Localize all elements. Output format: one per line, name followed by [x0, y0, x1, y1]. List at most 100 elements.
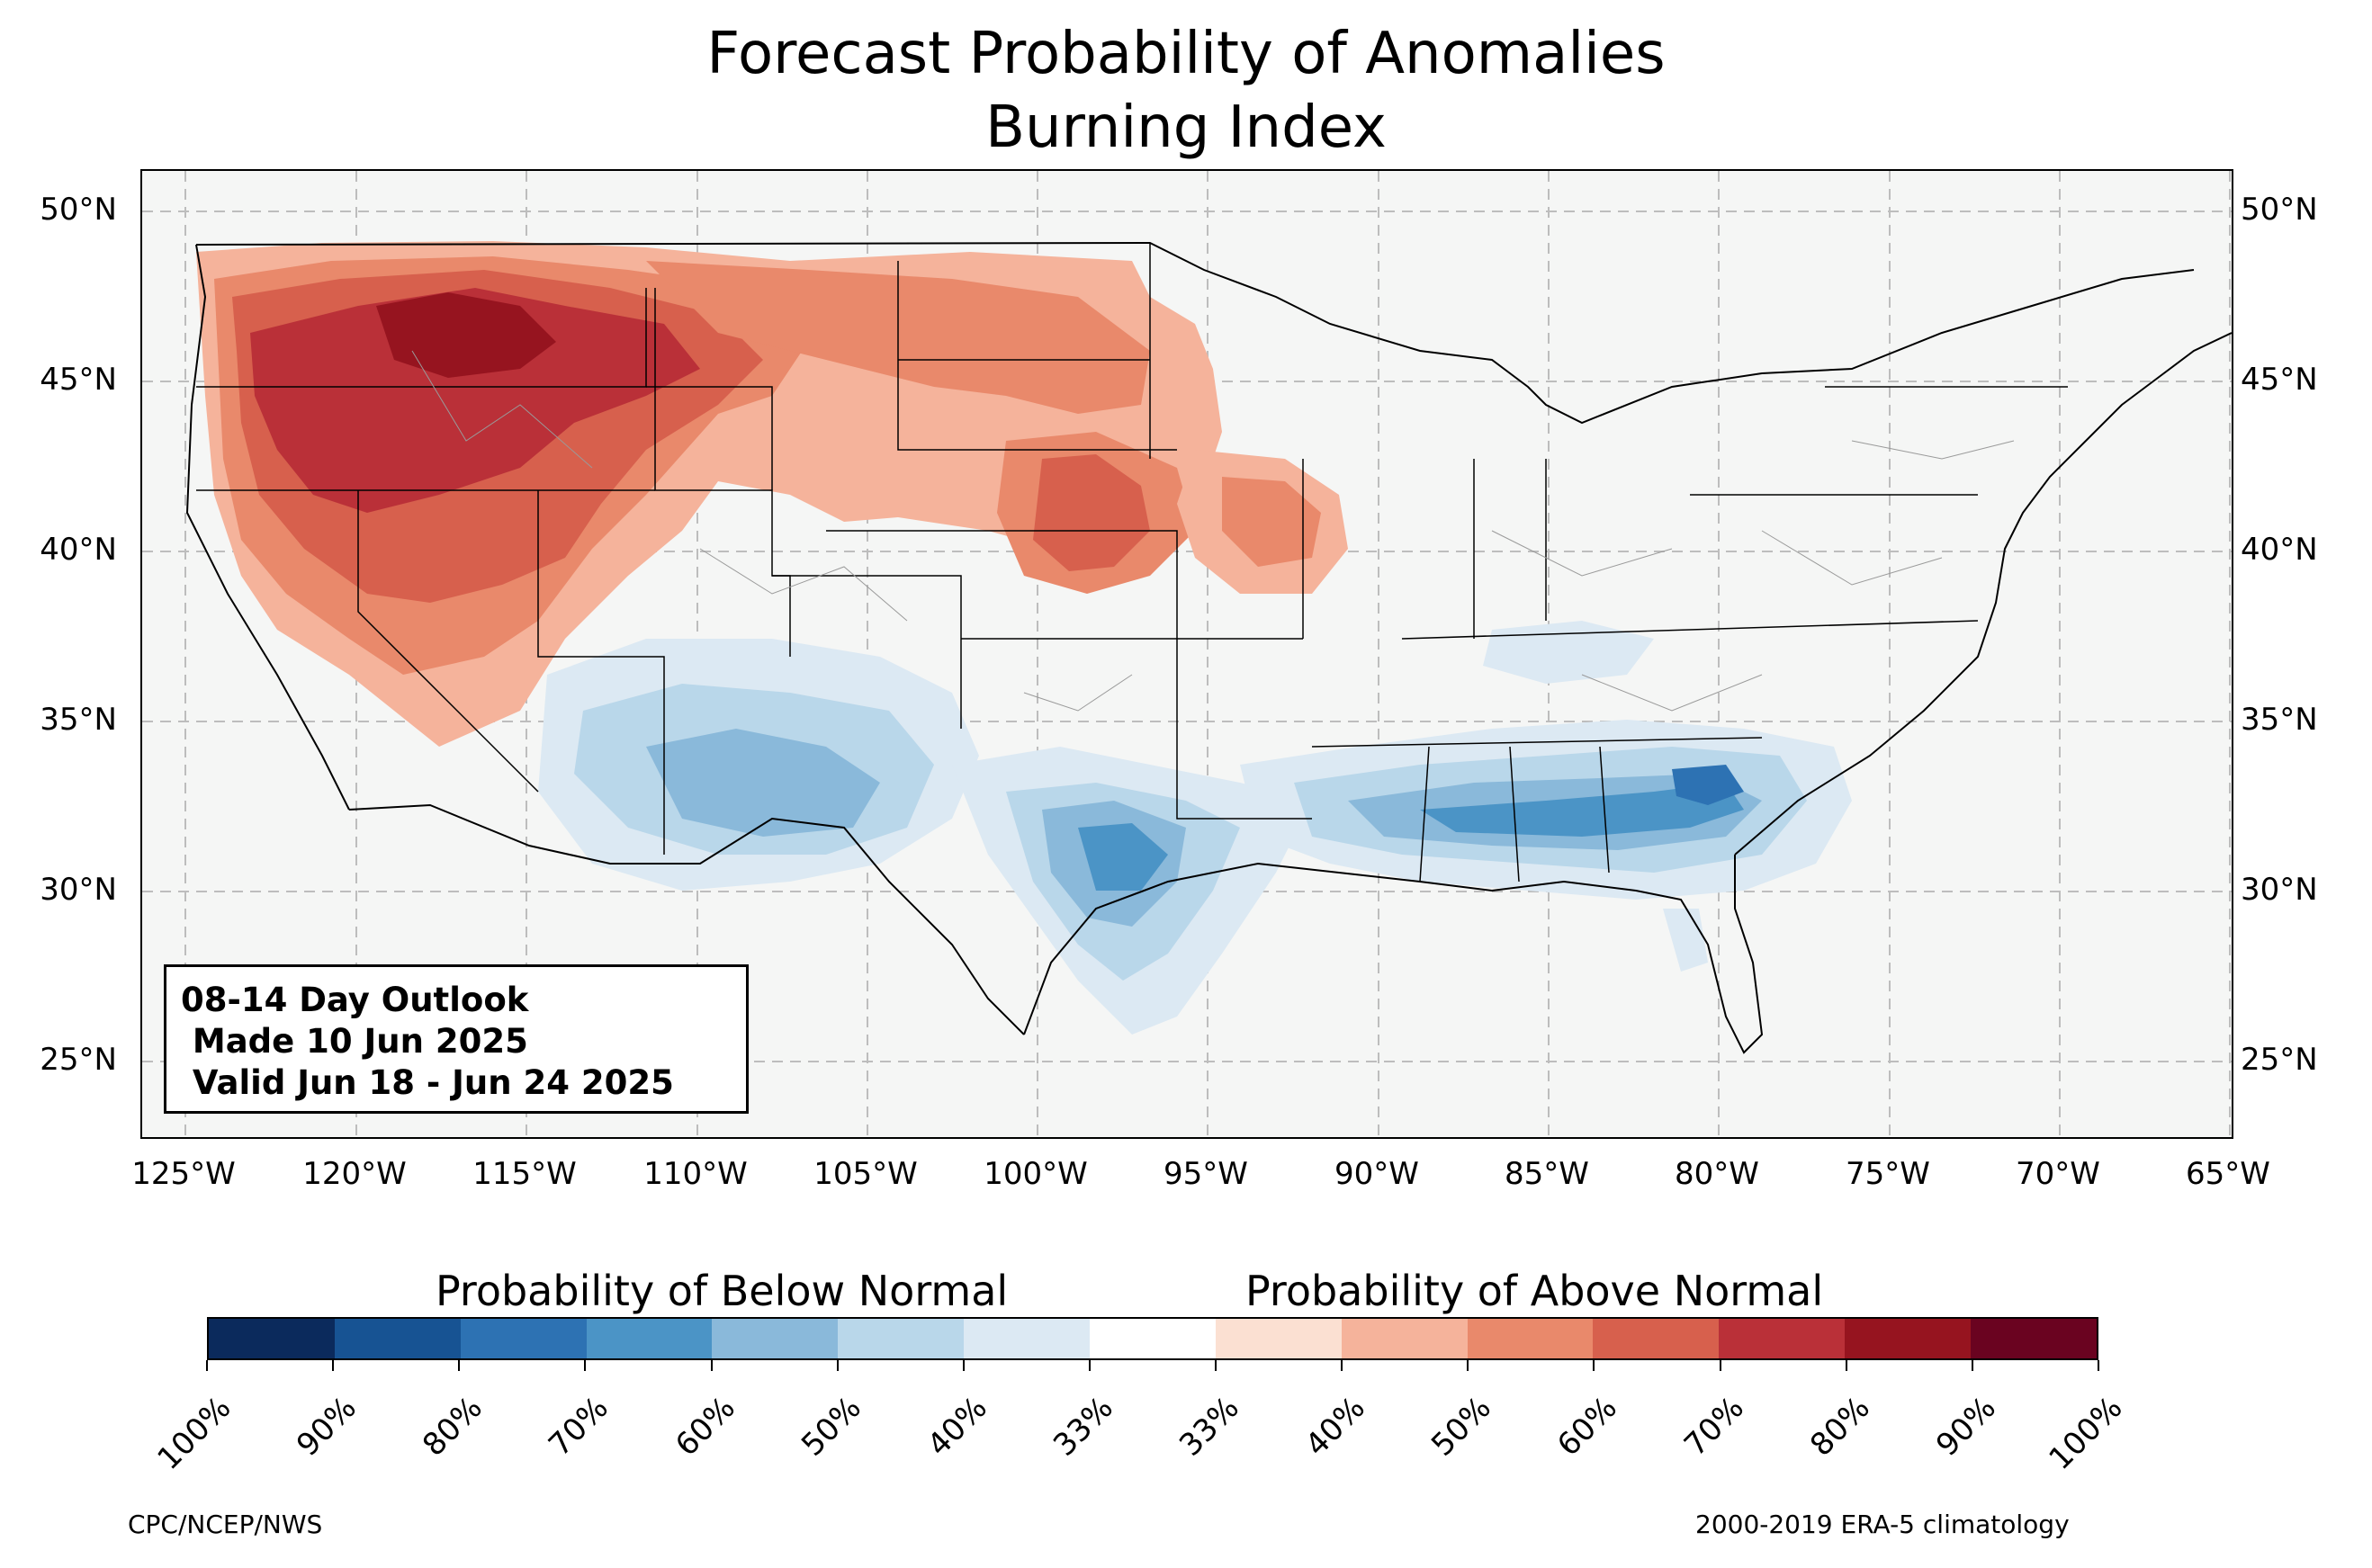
georgia-below-80 — [1672, 765, 1744, 805]
colorbar-tick — [1088, 1360, 1091, 1371]
lat-label-left: 50°N — [40, 192, 117, 228]
colorbar-tick — [1341, 1360, 1343, 1371]
colorbar-tick-label: 40% — [1298, 1390, 1373, 1464]
lon-label: 70°W — [2016, 1156, 2100, 1192]
lon-label: 80°W — [1675, 1156, 1759, 1192]
colorbar-tick-label: 40% — [920, 1390, 994, 1464]
lat-label-right: 45°N — [2241, 362, 2318, 398]
lon-label: 90°W — [1334, 1156, 1419, 1192]
colorbar-tick-label: 50% — [794, 1390, 868, 1464]
colorbar-tick-label: 80% — [416, 1390, 490, 1464]
colorbar-tick — [710, 1360, 713, 1371]
lat-label-right: 40°N — [2241, 532, 2318, 568]
colorbar-tick — [836, 1360, 839, 1371]
us-canada-border — [195, 241, 2195, 425]
colorbar-tick-label: 60% — [1550, 1390, 1625, 1464]
colorbar-segment — [334, 1319, 461, 1358]
lon-label: 110°W — [643, 1156, 748, 1192]
kentucky-below-40 — [1483, 621, 1654, 684]
outlook-period: 08-14 Day Outlook — [181, 981, 529, 1019]
colorbar-segment — [1593, 1319, 1720, 1358]
chart-title: Forecast Probability of Anomalies — [706, 21, 1666, 87]
florida-below-40 — [1663, 909, 1708, 972]
lat-label-left: 45°N — [40, 362, 117, 398]
state-borders — [196, 243, 2068, 883]
colorbar-tick — [584, 1360, 587, 1371]
lat-label-left: 35°N — [40, 702, 117, 738]
colorbar-tick — [206, 1360, 208, 1371]
lon-label: 75°W — [1846, 1156, 1930, 1192]
forecast-map — [140, 169, 2233, 1139]
lat-label-right: 30°N — [2241, 872, 2318, 908]
lon-label: 120°W — [302, 1156, 407, 1192]
below-normal-label: Probability of Below Normal — [436, 1267, 1009, 1315]
lon-label: 65°W — [2186, 1156, 2270, 1192]
outlook-valid-range: Valid Jun 18 - Jun 24 2025 — [181, 1063, 674, 1102]
pacific-ocean — [142, 171, 439, 1137]
texas-below-70 — [1078, 823, 1168, 891]
colorbar-tick-label: 90% — [290, 1390, 364, 1464]
lon-label: 95°W — [1164, 1156, 1248, 1192]
colorbar-segment — [1090, 1319, 1216, 1358]
colorbar-segment — [964, 1319, 1091, 1358]
outlook-info-box: 08-14 Day Outlook Made 10 Jun 2025 Valid… — [164, 964, 749, 1114]
credit-right: 2000-2019 ERA-5 climatology — [1695, 1510, 2070, 1539]
map-canvas — [142, 171, 2232, 1137]
colorbar-segment — [1719, 1319, 1846, 1358]
west-interior-above-90 — [376, 292, 556, 378]
colorbar-segment — [712, 1319, 839, 1358]
colorbar-segment — [1845, 1319, 1972, 1358]
chart-subtitle: Burning Index — [985, 94, 1387, 161]
colorbar-segment — [1341, 1319, 1468, 1358]
colorbar-tick — [332, 1360, 335, 1371]
colorbar-tick — [1593, 1360, 1595, 1371]
us-mexico-border — [348, 803, 1025, 1035]
colorbar-tick-label: 70% — [1676, 1390, 1751, 1464]
west-interior-above-80 — [250, 288, 700, 513]
lat-label-left: 25°N — [40, 1042, 117, 1078]
boundaries — [185, 241, 2232, 1054]
gulf-se-below-70 — [1420, 783, 1744, 837]
colorbar-tick-label: 33% — [1047, 1390, 1120, 1464]
credit-left: CPC/NCEP/NWS — [128, 1510, 323, 1539]
lat-label-left: 40°N — [40, 532, 117, 568]
colorbar-segment — [1467, 1319, 1594, 1358]
lat-label-left: 30°N — [40, 872, 117, 908]
lon-label: 100°W — [984, 1156, 1088, 1192]
southwest-below-60 — [646, 729, 880, 837]
above-normal-shading — [196, 241, 1348, 747]
gulf-coast — [1023, 855, 1764, 1054]
colorbar-tick — [1971, 1360, 1973, 1371]
lat-label-right: 25°N — [2241, 1042, 2318, 1078]
colorbar-tick — [1845, 1360, 1847, 1371]
colorbar-tick-label: 100% — [2042, 1390, 2130, 1478]
county-lines — [411, 350, 2015, 712]
lon-label: 105°W — [813, 1156, 918, 1192]
colorbar-tick — [1215, 1360, 1217, 1371]
lon-label: 125°W — [131, 1156, 236, 1192]
colorbar-tick — [458, 1360, 461, 1371]
colorbar-tick-label: 100% — [150, 1390, 238, 1478]
west-coast — [185, 244, 350, 811]
colorbar-segment — [1971, 1319, 2097, 1358]
lon-label: 115°W — [472, 1156, 577, 1192]
colorbar-segment — [838, 1319, 965, 1358]
colorbar-segment — [1215, 1319, 1342, 1358]
colorbar-segment — [586, 1319, 713, 1358]
outlook-made-date: Made 10 Jun 2025 — [181, 1022, 528, 1061]
colorbar-tick-label: 70% — [542, 1390, 616, 1464]
central-plains-above-70 — [1033, 454, 1150, 571]
colorbar-tick — [1467, 1360, 1469, 1371]
east-coast — [1734, 332, 2232, 856]
probability-colorbar — [207, 1317, 2098, 1360]
lon-label: 85°W — [1505, 1156, 1589, 1192]
colorbar-tick-label: 33% — [1173, 1390, 1246, 1464]
lat-label-right: 35°N — [2241, 702, 2318, 738]
colorbar-tick-label: 60% — [668, 1390, 742, 1464]
colorbar-segment — [460, 1319, 587, 1358]
iowa-illinois-above-60 — [1222, 477, 1321, 567]
colorbar-tick — [2098, 1360, 2099, 1371]
colorbar-tick-label: 90% — [1928, 1390, 2003, 1464]
lat-label-right: 50°N — [2241, 192, 2318, 228]
colorbar-tick-label: 80% — [1802, 1390, 1877, 1464]
